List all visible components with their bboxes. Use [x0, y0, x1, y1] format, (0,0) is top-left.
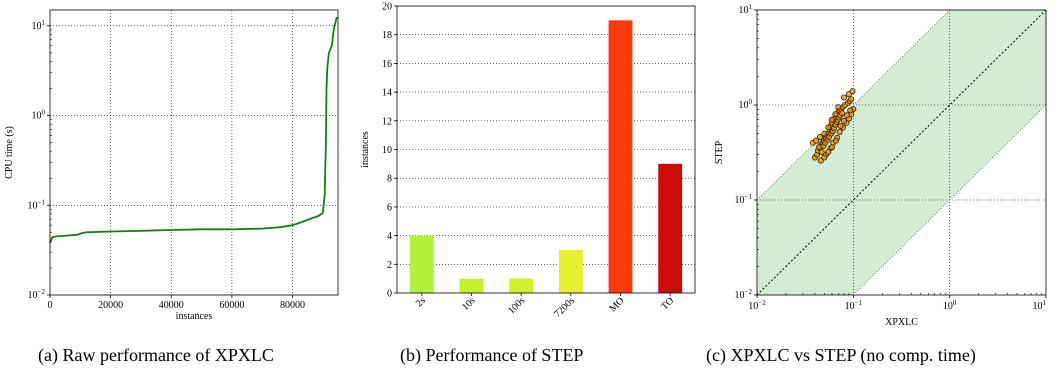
y-tick-label: 10 [382, 145, 392, 156]
scatter-point [841, 94, 848, 101]
figure-canvas: 0 20000 40000 60000 80000 instances CPU time (… [4, 2, 1047, 329]
x-tick-label: 100 [943, 299, 957, 312]
y-tick-label: 10−1 [735, 193, 753, 206]
chart-a: 0 20000 40000 60000 80000 instances CPU time (… [4, 9, 339, 322]
bar [409, 235, 434, 293]
y-axis-label: STEP [714, 140, 725, 164]
x-axis-label: XPXLC [885, 317, 918, 328]
y-tick-label: 6 [387, 202, 392, 213]
y-tick-label: 101 [739, 3, 753, 16]
x-tick-label: 100s [506, 295, 527, 316]
x-tick-label: MO [607, 295, 626, 314]
y-tick-label: 101 [32, 19, 46, 32]
x-tick-label: 101 [1033, 299, 1047, 312]
y-tick-label: 16 [382, 59, 392, 70]
y-tick-label: 20 [382, 2, 392, 13]
chart-c: XPXLC STEP [714, 9, 1047, 328]
y-tick-label: 18 [382, 30, 392, 41]
x-tick-label: 7200s [552, 295, 577, 320]
caption-a: (a) Raw performance of XPXLC [38, 345, 274, 365]
scatter-point [832, 137, 839, 144]
scatter-point [829, 144, 836, 151]
scatter-point [813, 137, 820, 144]
scatter-point [821, 154, 828, 161]
series-line [49, 16, 338, 244]
scatter-point [818, 148, 825, 155]
y-tick-label: 0 [387, 289, 392, 300]
x-tick-label: 2s [414, 295, 428, 309]
x-tick-label: 60000 [219, 300, 244, 311]
plot-frame [49, 9, 339, 296]
plot-frame [756, 9, 1047, 296]
scatter-point [849, 88, 856, 95]
y-tick-label: 8 [387, 174, 392, 185]
bar [658, 163, 683, 293]
scatter-point [848, 96, 855, 103]
x-tick-label: 10−2 [748, 299, 766, 312]
caption-c: (c) XPXLC vs STEP (no comp. time) [706, 345, 976, 365]
bar [509, 278, 534, 293]
y-tick-label: 10−2 [735, 288, 753, 301]
x-tick-label: 80000 [280, 300, 305, 311]
y-tick-label: 12 [382, 116, 392, 127]
scatter-point [821, 130, 828, 137]
scatter-point [825, 124, 832, 131]
scatter-point [816, 133, 823, 140]
bar [608, 20, 633, 293]
scatter-point [847, 107, 854, 114]
band-lower-line [853, 104, 1047, 296]
y-axis-label: CPU time (s) [4, 126, 15, 179]
scatter-point [829, 116, 836, 123]
scatter-point [836, 128, 843, 135]
y-tick-label: 10−1 [28, 198, 46, 211]
scatter-point [825, 148, 832, 155]
x-tick-label: 10−1 [845, 299, 863, 312]
y-tick-label: 2 [387, 260, 392, 271]
scatter-point [837, 123, 844, 130]
y-axis-label: instances [360, 131, 371, 168]
scatter-point [838, 110, 845, 117]
scatter-point [832, 111, 839, 118]
y-tick-label: 100 [32, 109, 46, 122]
scatter-point [844, 112, 851, 119]
y-tick-label: 100 [739, 98, 753, 111]
x-axis-label: instances [176, 311, 213, 322]
bar [558, 249, 583, 293]
x-tick-label: TO [659, 295, 676, 312]
bar [459, 278, 484, 293]
scatter-point [841, 117, 848, 124]
x-tick-label: 0 [48, 300, 53, 311]
y-tick-label: 4 [387, 231, 392, 242]
scatter-point [835, 104, 842, 111]
plot-frame [396, 5, 696, 294]
chart-b: 0 2 4 6 8 10 12 14 16 18 20 2s 10s 100s 7200s MO TO insta… [360, 2, 696, 320]
y-tick-label: 14 [382, 88, 392, 99]
x-tick-label: 20000 [98, 300, 123, 311]
y-tick-label: 10−2 [28, 288, 46, 301]
x-tick-label: 40000 [159, 300, 184, 311]
caption-b: (b) Performance of STEP [400, 345, 584, 365]
band-upper-line [756, 9, 950, 201]
x-tick-label: 10s [460, 295, 478, 313]
